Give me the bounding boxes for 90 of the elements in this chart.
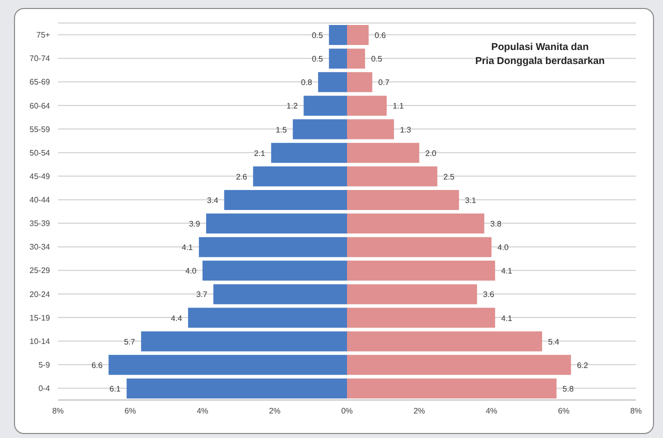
bar bbox=[347, 214, 484, 234]
bar bbox=[108, 354, 347, 375]
bar bbox=[141, 331, 347, 352]
bar bbox=[271, 142, 347, 163]
bar bbox=[347, 354, 571, 375]
bar bbox=[347, 48, 366, 69]
data-label: 3.9 bbox=[188, 220, 201, 228]
y-tick-label: 40-44 bbox=[30, 196, 51, 205]
data-label: 4.1 bbox=[501, 266, 513, 276]
bar bbox=[347, 190, 459, 210]
bar bbox=[224, 190, 347, 210]
bar bbox=[347, 166, 438, 186]
y-tick-label: 50-54 bbox=[30, 148, 51, 158]
bar bbox=[213, 284, 347, 304]
x-tick-label: 8% bbox=[52, 406, 64, 416]
x-tick-label: 6% bbox=[558, 406, 570, 416]
x-tick-label: 2% bbox=[268, 406, 281, 416]
bar bbox=[202, 260, 347, 281]
data-label: 5.4 bbox=[548, 337, 560, 346]
data-label: 0.5 bbox=[312, 54, 324, 64]
bar bbox=[347, 119, 394, 140]
data-label: 4.1 bbox=[501, 314, 513, 323]
bar bbox=[347, 142, 420, 163]
bar bbox=[328, 48, 347, 69]
data-label: 1.2 bbox=[286, 102, 298, 111]
y-tick-label: 45-49 bbox=[30, 172, 51, 181]
y-tick-label: 75+ bbox=[36, 30, 50, 40]
bar bbox=[188, 308, 347, 328]
bar bbox=[347, 331, 542, 352]
bar bbox=[292, 119, 347, 140]
bar bbox=[347, 260, 496, 281]
data-label: 0.5 bbox=[371, 54, 383, 64]
data-label: 5.7 bbox=[124, 337, 136, 346]
data-label: 4.0 bbox=[498, 243, 510, 252]
data-label: 1.5 bbox=[276, 125, 288, 134]
data-label: 6.1 bbox=[110, 384, 122, 394]
data-label: 3.7 bbox=[196, 290, 208, 300]
x-tick-label: 8% bbox=[630, 406, 642, 416]
y-tick-label: 10-14 bbox=[30, 336, 51, 346]
y-tick-label: 70-74 bbox=[30, 54, 51, 64]
x-tick-label: 0% bbox=[341, 406, 353, 416]
y-tick-label: 15-19 bbox=[30, 313, 51, 322]
y-tick-label: 5-9 bbox=[38, 360, 51, 370]
data-label: 4.0 bbox=[185, 266, 198, 276]
x-tick-label: 4% bbox=[196, 406, 208, 416]
bar bbox=[304, 96, 347, 116]
bar bbox=[347, 378, 557, 398]
bar bbox=[347, 308, 496, 328]
data-label: 0.7 bbox=[378, 78, 390, 88]
y-tick-label: 20-24 bbox=[30, 290, 51, 299]
data-label: 0.6 bbox=[374, 31, 386, 40]
bar bbox=[347, 72, 372, 92]
data-label: 0.5 bbox=[312, 31, 324, 40]
data-label: 0.8 bbox=[300, 78, 313, 88]
data-label: 5.8 bbox=[562, 384, 574, 394]
data-label: 3.4 bbox=[207, 196, 219, 205]
data-label: 2.1 bbox=[254, 148, 266, 158]
data-label: 4.4 bbox=[170, 314, 183, 323]
data-label: 2.5 bbox=[443, 172, 455, 182]
data-label: 4.1 bbox=[182, 243, 194, 252]
bar bbox=[126, 378, 347, 398]
data-label: 3.8 bbox=[490, 220, 502, 228]
bar bbox=[347, 284, 478, 304]
x-tick-label: 4% bbox=[486, 406, 498, 416]
y-tick-label: 60-64 bbox=[30, 101, 51, 110]
y-tick-label: 35-39 bbox=[30, 219, 51, 228]
x-tick-label: 6% bbox=[124, 406, 136, 416]
y-tick-label: 25-29 bbox=[30, 266, 51, 276]
bar bbox=[347, 96, 387, 116]
y-tick-label: 55-59 bbox=[30, 124, 51, 134]
bar bbox=[347, 237, 492, 258]
data-label: 6.2 bbox=[576, 360, 589, 370]
bar bbox=[347, 25, 369, 45]
bar bbox=[318, 72, 347, 92]
y-tick-label: 0-4 bbox=[38, 384, 51, 394]
bar bbox=[198, 237, 347, 258]
data-label: 3.1 bbox=[464, 196, 477, 205]
bar bbox=[253, 166, 347, 186]
bar bbox=[328, 25, 347, 45]
data-label: 1.1 bbox=[392, 102, 404, 111]
data-label: 6.6 bbox=[91, 360, 104, 370]
y-tick-label: 30-34 bbox=[30, 242, 51, 252]
data-label: 1.3 bbox=[400, 125, 412, 134]
data-label: 2.0 bbox=[425, 148, 437, 158]
data-label: 3.6 bbox=[483, 290, 495, 300]
y-tick-label: 65-69 bbox=[30, 78, 51, 87]
data-label: 2.6 bbox=[236, 172, 248, 182]
text: Populasi Wanita dan Pria Donggala berdasarkan bbox=[475, 42, 605, 67]
x-tick-label: 2% bbox=[413, 406, 426, 416]
bar bbox=[206, 214, 347, 234]
